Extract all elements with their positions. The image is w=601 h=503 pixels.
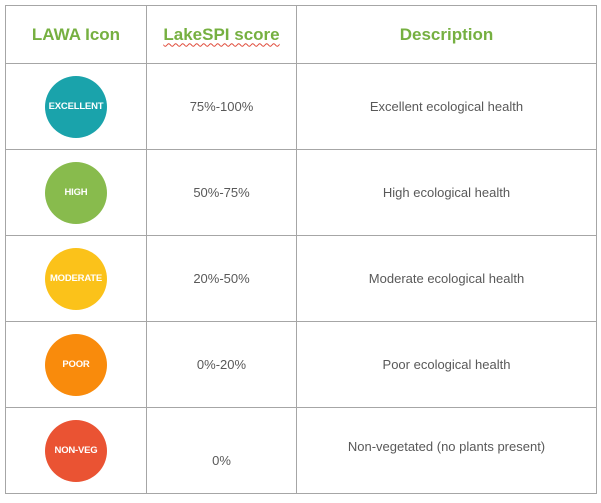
- description-text: Moderate ecological health: [368, 271, 525, 286]
- description-text: Poor ecological health: [382, 357, 511, 372]
- score-cell: 50%-75%: [146, 149, 297, 236]
- table-row: MODERATE 20%-50% Moderate ecological hea…: [5, 235, 597, 322]
- score-cell: 75%-100%: [146, 63, 297, 150]
- score-value: 0%-20%: [196, 357, 247, 372]
- high-icon: HIGH: [45, 161, 107, 224]
- icon-label: HIGH: [64, 187, 88, 198]
- header-lawa-icon: LAWA Icon: [5, 5, 147, 64]
- score-cell: 20%-50%: [146, 235, 297, 322]
- icon-cell: HIGH: [5, 149, 147, 236]
- description-cell: Moderate ecological health: [296, 235, 597, 322]
- icon-label: EXCELLENT: [48, 101, 104, 112]
- header-description: Description: [296, 5, 597, 64]
- score-value: 50%-75%: [193, 185, 250, 200]
- poor-icon: POOR: [45, 333, 107, 396]
- icon-cell: NON-VEG: [5, 407, 147, 494]
- description-cell: Excellent ecological health: [296, 63, 597, 150]
- table-row: EXCELLENT 75%-100% Excellent ecological …: [5, 63, 597, 150]
- score-value: 75%-100%: [189, 99, 254, 114]
- description-text: Non-vegetated (no plants present): [347, 439, 546, 454]
- header-lakespi-score-label: LakeSPI score: [163, 24, 280, 44]
- description-text: Excellent ecological health: [369, 99, 524, 114]
- score-value: 0%: [212, 453, 231, 468]
- description-text: High ecological health: [382, 185, 511, 200]
- table-row: NON-VEG 0% Non-vegetated (no plants pres…: [5, 407, 597, 494]
- score-cell: 0%-20%: [146, 321, 297, 408]
- excellent-icon: EXCELLENT: [45, 75, 107, 138]
- header-lakespi-score: LakeSPI score: [146, 5, 297, 64]
- icon-cell: EXCELLENT: [5, 63, 147, 150]
- description-cell: Non-vegetated (no plants present): [296, 407, 597, 494]
- icon-label: NON-VEG: [54, 445, 98, 456]
- table-row: POOR 0%-20% Poor ecological health: [5, 321, 597, 408]
- lakespi-table: LAWA Icon LakeSPI score Description EXCE…: [5, 5, 597, 494]
- score-cell: 0%: [146, 407, 297, 494]
- description-cell: High ecological health: [296, 149, 597, 236]
- header-row: LAWA Icon LakeSPI score Description: [5, 5, 597, 64]
- icon-cell: MODERATE: [5, 235, 147, 322]
- moderate-icon: MODERATE: [45, 247, 107, 310]
- table-row: HIGH 50%-75% High ecological health: [5, 149, 597, 236]
- icon-label: MODERATE: [49, 273, 103, 284]
- header-description-label: Description: [399, 24, 494, 44]
- description-cell: Poor ecological health: [296, 321, 597, 408]
- icon-label: POOR: [62, 359, 90, 370]
- score-value: 20%-50%: [193, 271, 250, 286]
- header-lawa-icon-label: LAWA Icon: [31, 24, 121, 44]
- icon-cell: POOR: [5, 321, 147, 408]
- non-veg-icon: NON-VEG: [45, 419, 107, 482]
